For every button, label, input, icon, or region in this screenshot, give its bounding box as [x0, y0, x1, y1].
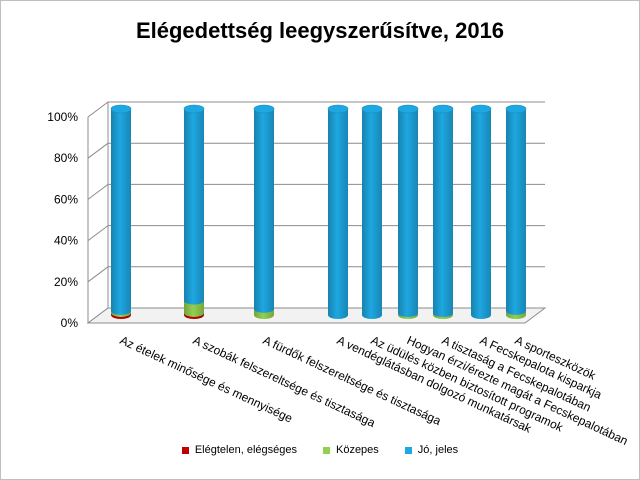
- bar-segment: [362, 109, 382, 319]
- bar-stack: [183, 104, 205, 319]
- y-tick-label: 0%: [61, 316, 79, 330]
- legend-swatch-kozepes: [322, 446, 330, 454]
- bar-segment: [184, 300, 204, 317]
- legend-swatch-jo: [404, 446, 412, 454]
- bar-cap: [361, 104, 383, 114]
- y-tick-label: 80%: [54, 151, 78, 165]
- bar-segment: [111, 109, 131, 315]
- bar-segment: [433, 109, 453, 317]
- legend-item-jo: Jó, jeles: [404, 444, 459, 456]
- gridline-wall: [87, 183, 109, 200]
- legend: Elégtelen, elégséges Közepes Jó, jeles: [0, 444, 640, 456]
- bar-cap: [253, 104, 275, 114]
- gridline-wall: [87, 142, 109, 159]
- legend-item-elegtelen: Elégtelen, elégséges: [181, 444, 297, 456]
- y-tick-label: 40%: [54, 234, 78, 248]
- bar-segment: [398, 109, 418, 317]
- bar-stack: [110, 104, 132, 319]
- legend-label-elegtelen: Elégtelen, elégséges: [194, 444, 297, 456]
- bar-cap: [110, 104, 132, 114]
- bar-stack: [327, 104, 349, 319]
- legend-swatch-elegtelen: [181, 446, 189, 454]
- bar-segment: [506, 109, 526, 315]
- bar-segment: [328, 109, 348, 319]
- bar-cap: [505, 104, 527, 114]
- y-tick-label: 60%: [54, 192, 78, 206]
- bar-cap: [183, 104, 205, 114]
- bar-segment: [471, 109, 491, 319]
- bar-cap: [327, 104, 349, 114]
- bar-cap: [432, 104, 454, 114]
- gridline-wall: [87, 101, 109, 118]
- bar-cap: [397, 104, 419, 114]
- bar-stack: [470, 104, 492, 319]
- gridline-wall: [87, 266, 109, 283]
- bar-stack: [505, 104, 527, 319]
- bar-stack: [253, 104, 275, 319]
- bar-cap: [470, 104, 492, 114]
- legend-label-jo: Jó, jeles: [417, 444, 459, 456]
- bar-segment: [254, 109, 274, 313]
- gridline-wall: [87, 225, 109, 242]
- bar-stack: [361, 104, 383, 319]
- y-tick-label: 20%: [54, 275, 78, 289]
- y-tick-label: 100%: [47, 110, 78, 124]
- chart-title: Elégedettség leegyszerűsítve, 2016: [135, 18, 505, 43]
- bar-stack: [397, 104, 419, 319]
- legend-item-kozepes: Közepes: [322, 444, 379, 456]
- bar-segment: [184, 109, 204, 305]
- legend-label-kozepes: Közepes: [335, 444, 379, 456]
- bar-stack: [432, 104, 454, 319]
